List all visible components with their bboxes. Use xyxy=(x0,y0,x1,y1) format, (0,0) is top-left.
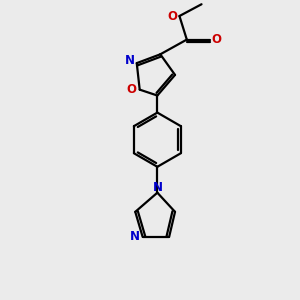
Text: N: N xyxy=(124,54,134,67)
Text: N: N xyxy=(130,230,140,243)
Text: N: N xyxy=(153,181,163,194)
Text: O: O xyxy=(212,33,222,46)
Text: O: O xyxy=(127,83,136,96)
Text: O: O xyxy=(167,10,177,22)
